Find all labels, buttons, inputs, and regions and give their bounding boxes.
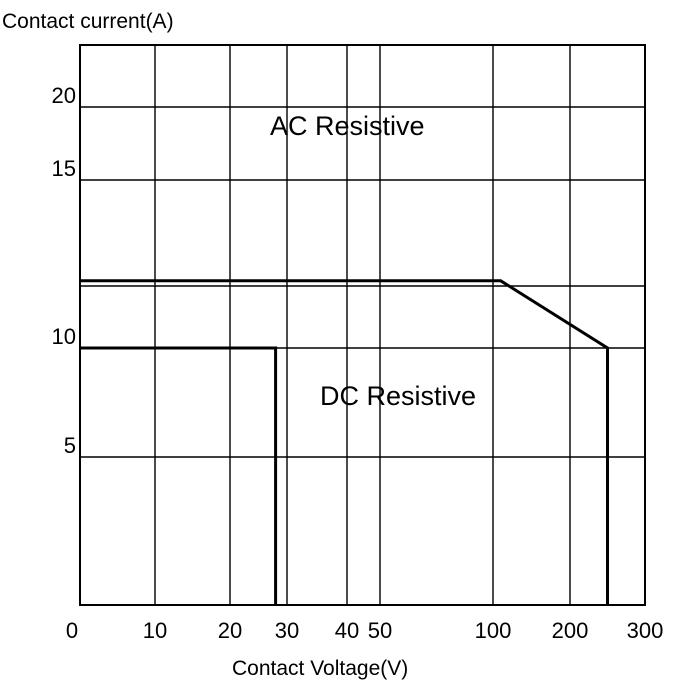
x-tick-label-50: 50 bbox=[368, 618, 392, 643]
x-tick-label-20: 20 bbox=[218, 618, 242, 643]
x-tick-label-0: 0 bbox=[66, 618, 78, 643]
y-axis-title: Contact current(A) bbox=[2, 10, 174, 33]
x-tick-label-30: 30 bbox=[275, 618, 299, 643]
x-tick-labels: 0 10 20 30 40 50 100 200 300 bbox=[66, 618, 663, 643]
x-tick-label-40: 40 bbox=[335, 618, 359, 643]
x-tick-label-300: 300 bbox=[627, 618, 664, 643]
y-tick-labels: 5 10 15 20 bbox=[52, 83, 76, 458]
x-tick-label-10: 10 bbox=[143, 618, 167, 643]
x-axis-title: Contact Voltage(V) bbox=[232, 657, 408, 680]
series-label-dc-resistive: DC Resistive bbox=[320, 381, 476, 411]
grid bbox=[80, 45, 645, 605]
y-tick-label-20: 20 bbox=[52, 83, 76, 108]
series-label-ac-resistive: AC Resistive bbox=[270, 111, 425, 141]
y-tick-label-15: 15 bbox=[52, 156, 76, 181]
plot-frame bbox=[79, 44, 646, 606]
x-tick-label-200: 200 bbox=[552, 618, 589, 643]
series-line-ac-resistive bbox=[80, 279, 609, 605]
y-tick-label-5: 5 bbox=[64, 433, 76, 458]
x-tick-label-100: 100 bbox=[475, 618, 512, 643]
y-tick-label-10: 10 bbox=[52, 324, 76, 349]
series-group bbox=[80, 279, 609, 605]
series-line-dc-resistive bbox=[80, 346, 278, 605]
